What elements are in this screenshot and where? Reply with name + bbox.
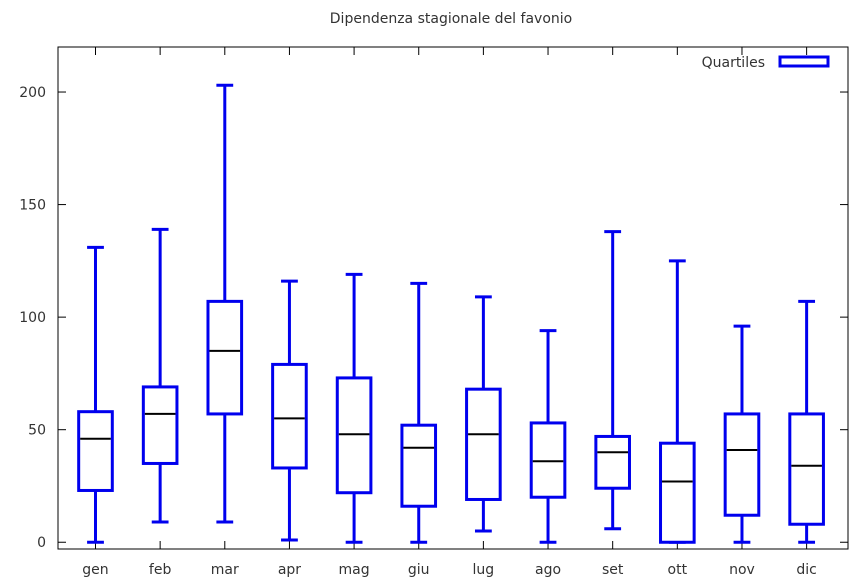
box-giu <box>400 281 438 544</box>
x-tick-label-nov: nov <box>729 562 755 578</box>
y-axis: 0 50 100 150 200 <box>19 85 848 551</box>
box-iqr-nov <box>723 412 761 517</box>
box-iqr-feb <box>141 385 179 465</box>
box-gen <box>77 245 114 544</box>
x-tick-label-mag: mag <box>339 562 370 578</box>
box-iqr-gen <box>77 410 114 492</box>
box-mag <box>335 272 373 544</box>
x-tick-label-mar: mar <box>211 562 239 578</box>
box-iqr-lug <box>465 387 502 501</box>
box-feb <box>141 227 179 524</box>
box-nov <box>723 324 761 544</box>
y-tick-label: 150 <box>19 198 46 214</box>
box-iqr-apr <box>271 362 308 470</box>
box-iqr-mar <box>206 299 244 416</box>
y-tick-label: 0 <box>37 535 46 551</box>
x-tick-label-giu: giu <box>408 562 430 578</box>
box-mar <box>206 83 244 524</box>
box-iqr-giu <box>400 423 438 508</box>
box-iqr-dic <box>788 412 825 526</box>
box-apr <box>271 279 308 542</box>
box-iqr-set <box>594 434 631 490</box>
x-tick-label-apr: apr <box>278 562 301 578</box>
chart-title: Dipendenza stagionale del favonio <box>330 11 572 27</box>
legend-swatch <box>778 55 830 68</box>
x-axis: gen feb mar apr mag giu lug ago set ott nov dic <box>82 47 817 578</box>
y-tick-label: 50 <box>28 423 46 439</box>
x-tick-label-lug: lug <box>473 562 495 578</box>
box-iqr-ago <box>529 421 567 499</box>
box-series <box>77 83 825 544</box>
box-lug <box>465 295 502 533</box>
box-iqr-mag <box>335 376 373 495</box>
box-ago <box>529 329 567 544</box>
x-tick-label-ott: ott <box>668 562 688 578</box>
x-tick-label-feb: feb <box>149 562 172 578</box>
box-dic <box>788 299 825 544</box>
x-tick-label-set: set <box>602 562 624 578</box>
x-tick-label-dic: dic <box>796 562 816 578</box>
box-iqr-ott <box>659 441 696 544</box>
box-set <box>594 230 631 531</box>
y-tick-label: 200 <box>19 85 46 101</box>
box-ott <box>659 259 696 544</box>
legend: Quartiles <box>702 55 830 71</box>
y-tick-label: 100 <box>19 310 46 326</box>
x-tick-label-gen: gen <box>82 562 108 578</box>
plot-frame <box>57 46 849 550</box>
x-tick-label-ago: ago <box>535 562 561 578</box>
legend-label: Quartiles <box>702 55 765 71</box>
